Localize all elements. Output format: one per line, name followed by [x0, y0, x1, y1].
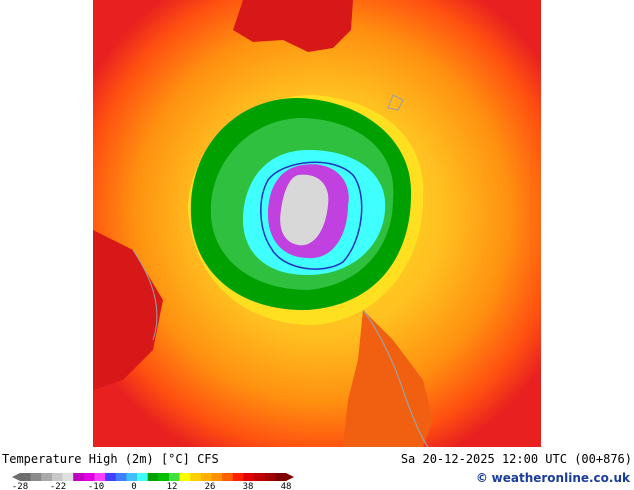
legend-swatch — [147, 473, 159, 481]
south-america-landmass — [93, 230, 163, 390]
forecast-datetime: Sa 20-12-2025 12:00 UTC (00+876) — [400, 452, 632, 466]
legend-tick-label: -28 — [12, 482, 28, 490]
legend-swatch — [275, 473, 287, 481]
legend-swatch — [179, 473, 191, 481]
legend-swatch — [211, 473, 223, 481]
map-title: Temperature High (2m) [°C] CFS — [2, 452, 219, 466]
legend-swatch — [115, 473, 127, 481]
legend-tick-label: 38 — [243, 482, 254, 490]
legend-swatch — [41, 473, 53, 481]
credit[interactable]: © weatheronline.co.uk — [476, 471, 630, 485]
legend-arrow-right — [286, 473, 294, 481]
gray-region — [280, 174, 329, 246]
legend-swatch — [51, 473, 64, 481]
legend-arrow-left — [12, 473, 20, 481]
legend-swatch — [20, 473, 32, 481]
legend-swatch — [73, 473, 85, 481]
credit-site: weatheronline.co.uk — [491, 471, 630, 485]
copyright-symbol: © — [475, 471, 488, 485]
legend-tick-label: 26 — [205, 482, 216, 490]
color-legend: -28 -22 -10 0 12 26 38 48 — [12, 473, 294, 490]
legend-swatch — [264, 473, 276, 481]
africa-coast — [132, 249, 158, 341]
legend-swatch — [137, 473, 149, 481]
antarctic-coast — [260, 161, 363, 270]
legend-tick-label: 0 — [131, 482, 136, 490]
legend-swatch — [94, 473, 106, 481]
legend-swatch — [190, 473, 202, 481]
legend-swatch — [126, 473, 138, 481]
legend-tick-label: 48 — [281, 482, 292, 490]
legend-swatch — [105, 473, 117, 481]
legend-swatch — [83, 473, 95, 481]
legend-swatch — [200, 473, 213, 481]
temperature-map — [93, 0, 541, 447]
legend-swatch — [168, 473, 181, 481]
legend-swatch — [254, 473, 266, 481]
south-america-coast — [362, 309, 429, 447]
legend-tick-label: -22 — [50, 482, 66, 490]
legend-swatch — [62, 473, 74, 481]
australia-landmass — [233, 0, 353, 52]
new-zealand-coast — [387, 94, 404, 111]
legend-swatch — [30, 473, 42, 481]
legend-tick-label: -10 — [88, 482, 104, 490]
legend-swatch — [222, 473, 234, 481]
legend-swatch — [158, 473, 170, 481]
legend-swatch — [232, 473, 244, 481]
legend-tick-label: 12 — [167, 482, 178, 490]
legend-swatch — [243, 473, 255, 481]
